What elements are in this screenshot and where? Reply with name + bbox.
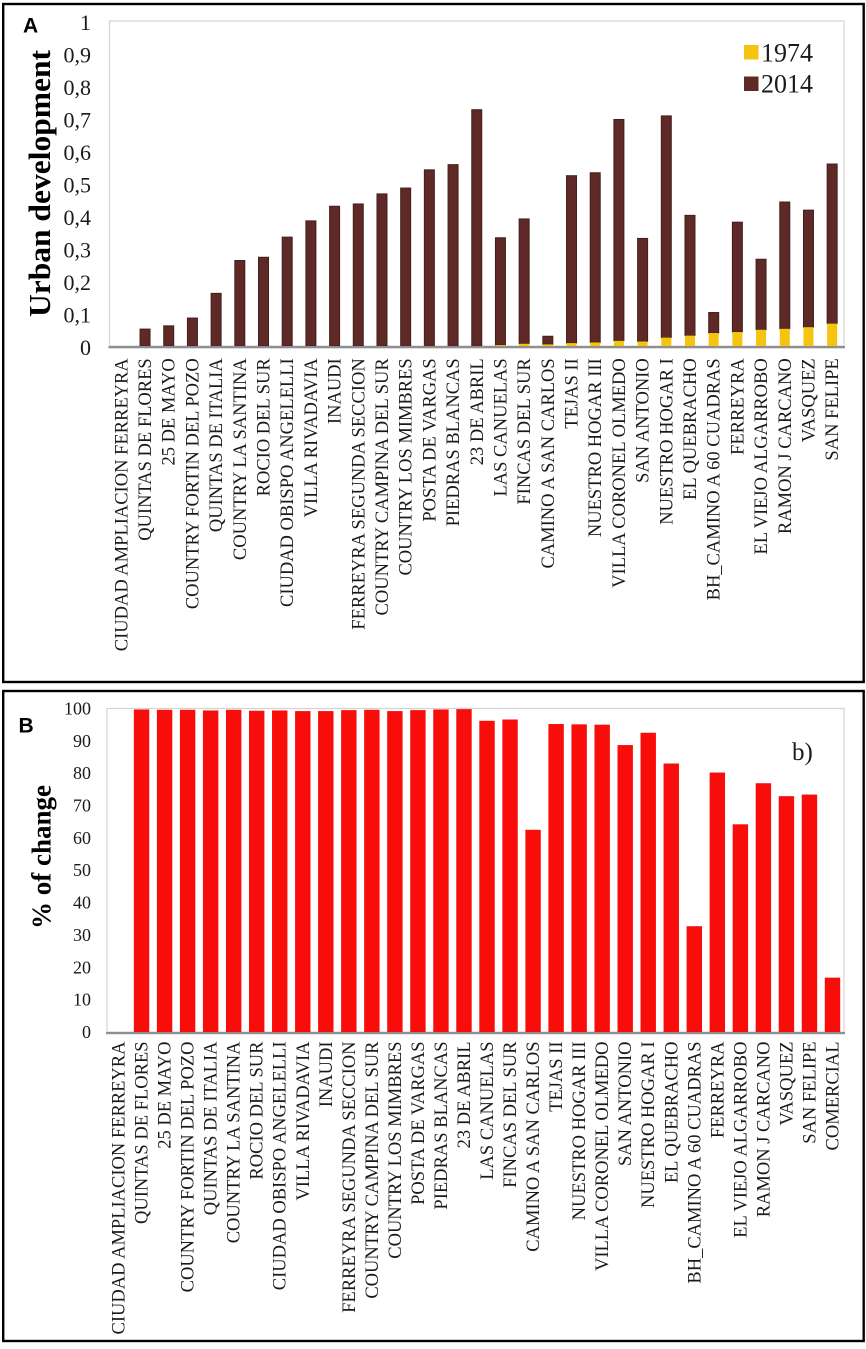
svg-text:POSTA DE VARGAS: POSTA DE VARGAS — [420, 358, 440, 521]
svg-text:CIUDAD AMPLIACION FERREYRA: CIUDAD AMPLIACION FERREYRA — [110, 1041, 130, 1335]
svg-text:TEJAS II: TEJAS II — [563, 358, 583, 428]
svg-text:80: 80 — [73, 763, 91, 783]
svg-text:2014: 2014 — [761, 70, 813, 99]
svg-text:VASQUEZ: VASQUEZ — [777, 1042, 797, 1126]
svg-text:0,9: 0,9 — [64, 42, 92, 67]
svg-text:50: 50 — [73, 860, 91, 880]
svg-text:VILLA RIVADAVIA: VILLA RIVADAVIA — [294, 1041, 314, 1201]
svg-text:NUESTRO HOGAR I: NUESTRO HOGAR I — [657, 358, 677, 525]
svg-text:EL QUEBRACHO: EL QUEBRACHO — [662, 1042, 682, 1184]
svg-text:INAUDI: INAUDI — [317, 1042, 337, 1108]
svg-text:0: 0 — [80, 335, 91, 360]
svg-text:QUINTAS DE ITALIA: QUINTAS DE ITALIA — [202, 1041, 222, 1215]
svg-text:RAMON J CARCANO: RAMON J CARCANO — [776, 358, 796, 534]
svg-text:40: 40 — [73, 893, 91, 913]
svg-text:BH_CAMINO A 60 CUADRAS: BH_CAMINO A 60 CUADRAS — [705, 358, 725, 600]
svg-text:0,6: 0,6 — [64, 140, 92, 165]
svg-text:EL VIEJO ALGARROBO: EL VIEJO ALGARROBO — [731, 1042, 751, 1238]
svg-text:LAS CANUELAS: LAS CANUELAS — [478, 1042, 498, 1180]
svg-text:VILLA CORONEL OLMEDO: VILLA CORONEL OLMEDO — [610, 358, 630, 588]
svg-text:FERREYRA: FERREYRA — [728, 358, 748, 455]
svg-text:25 DE MAYO: 25 DE MAYO — [156, 1042, 176, 1149]
svg-text:CAMINO A SAN CARLOS: CAMINO A SAN CARLOS — [524, 1042, 544, 1252]
svg-text:0,4: 0,4 — [64, 205, 92, 230]
svg-text:QUINTAS DE FLORES: QUINTAS DE FLORES — [133, 1042, 153, 1225]
svg-text:b): b) — [792, 739, 813, 766]
svg-text:0,8: 0,8 — [64, 75, 92, 100]
svg-text:0,2: 0,2 — [64, 270, 92, 295]
svg-text:PIEDRAS BLANCAS: PIEDRAS BLANCAS — [432, 1042, 452, 1210]
svg-text:0,7: 0,7 — [64, 107, 92, 132]
svg-text:INAUDI: INAUDI — [326, 358, 346, 424]
svg-text:1: 1 — [80, 10, 91, 35]
svg-text:ROCIO DEL SUR: ROCIO DEL SUR — [248, 1041, 268, 1180]
svg-text:QUINTAS DE FLORES: QUINTAS DE FLORES — [136, 358, 156, 541]
svg-text:FINCAS DEL SUR: FINCAS DEL SUR — [515, 358, 535, 505]
svg-text:EL QUEBRACHO: EL QUEBRACHO — [681, 358, 701, 500]
svg-text:FERREYRA SEGUNDA SECCION: FERREYRA SEGUNDA SECCION — [349, 358, 369, 629]
svg-text:A: A — [23, 15, 38, 38]
svg-text:EL VIEJO ALGARROBO: EL VIEJO ALGARROBO — [752, 358, 772, 554]
svg-text:SAN ANTONIO: SAN ANTONIO — [616, 1042, 636, 1167]
svg-text:BH_CAMINO A 60 CUADRAS: BH_CAMINO A 60 CUADRAS — [685, 1042, 705, 1284]
svg-text:60: 60 — [73, 828, 91, 848]
svg-text:TEJAS II: TEJAS II — [547, 1042, 567, 1112]
svg-text:100: 100 — [64, 699, 91, 719]
svg-text:LAS CANUELAS: LAS CANUELAS — [491, 358, 511, 496]
svg-text:NUESTRO HOGAR I: NUESTRO HOGAR I — [639, 1042, 659, 1209]
svg-text:QUINTAS DE ITALIA: QUINTAS DE ITALIA — [207, 358, 227, 532]
svg-text:23 DE ABRIL: 23 DE ABRIL — [468, 358, 488, 465]
svg-text:B: B — [19, 715, 34, 738]
svg-text:70: 70 — [73, 796, 91, 816]
svg-text:FERREYRA: FERREYRA — [708, 1041, 728, 1138]
svg-text:COUNTRY LOS MIMBRES: COUNTRY LOS MIMBRES — [397, 358, 417, 575]
svg-text:FERREYRA SEGUNDA SECCION: FERREYRA SEGUNDA SECCION — [340, 1042, 360, 1313]
svg-text:POSTA DE VARGAS: POSTA DE VARGAS — [409, 1042, 429, 1205]
svg-text:NUESTRO HOGAR III: NUESTRO HOGAR III — [570, 1042, 590, 1221]
svg-text:20: 20 — [73, 957, 91, 977]
svg-text:COUNTRY FORTIN DEL POZO: COUNTRY FORTIN DEL POZO — [183, 358, 203, 609]
svg-text:SAN ANTONIO: SAN ANTONIO — [634, 358, 654, 483]
svg-text:VILLA RIVADAVIA: VILLA RIVADAVIA — [302, 358, 322, 518]
svg-text:Urban development: Urban development — [22, 49, 57, 317]
svg-text:COUNTRY FORTIN DEL POZO: COUNTRY FORTIN DEL POZO — [179, 1042, 199, 1293]
svg-text:COUNTRY LA SANTINA: COUNTRY LA SANTINA — [231, 358, 251, 560]
svg-text:0: 0 — [82, 1022, 91, 1042]
svg-text:FINCAS DEL SUR: FINCAS DEL SUR — [501, 1041, 521, 1188]
svg-text:30: 30 — [73, 925, 91, 945]
svg-text:VASQUEZ: VASQUEZ — [799, 358, 819, 442]
svg-text:ROCIO DEL SUR: ROCIO DEL SUR — [255, 358, 275, 497]
svg-text:CIUDAD OBISPO ANGELELLI: CIUDAD OBISPO ANGELELLI — [278, 358, 298, 607]
svg-text:RAMON J CARCANO: RAMON J CARCANO — [754, 1042, 774, 1218]
svg-text:0,5: 0,5 — [64, 172, 92, 197]
svg-text:PIEDRAS BLANCAS: PIEDRAS BLANCAS — [444, 358, 464, 526]
svg-text:VILLA CORONEL OLMEDO: VILLA CORONEL OLMEDO — [593, 1042, 613, 1272]
svg-text:1974: 1974 — [761, 38, 813, 67]
svg-text:COUNTRY CAMPINA DEL SUR: COUNTRY CAMPINA DEL SUR — [363, 1041, 383, 1299]
svg-text:COUNTRY CAMPINA DEL SUR: COUNTRY CAMPINA DEL SUR — [373, 358, 393, 616]
svg-text:0,1: 0,1 — [64, 302, 92, 327]
svg-text:SAN FELIPE: SAN FELIPE — [800, 1042, 820, 1144]
svg-text:90: 90 — [73, 731, 91, 751]
svg-text:25 DE MAYO: 25 DE MAYO — [160, 358, 180, 465]
svg-text:23 DE ABRIL: 23 DE ABRIL — [455, 1042, 475, 1149]
svg-text:10: 10 — [73, 990, 91, 1010]
svg-text:COUNTRY LA SANTINA: COUNTRY LA SANTINA — [225, 1041, 245, 1243]
svg-text:CAMINO A SAN CARLOS: CAMINO A SAN CARLOS — [539, 358, 559, 568]
svg-text:% of change: % of change — [26, 785, 57, 929]
svg-text:CIUDAD OBISPO ANGELELLI: CIUDAD OBISPO ANGELELLI — [271, 1042, 291, 1291]
svg-text:SAN FELIPE: SAN FELIPE — [823, 358, 843, 460]
svg-text:CIUDAD AMPLIACION FERREYRA: CIUDAD AMPLIACION FERREYRA — [112, 358, 132, 652]
svg-text:COUNTRY LOS MIMBRES: COUNTRY LOS MIMBRES — [386, 1042, 406, 1259]
svg-text:NUESTRO HOGAR III: NUESTRO HOGAR III — [586, 358, 606, 537]
svg-text:COMERCIAL: COMERCIAL — [823, 1042, 843, 1151]
svg-text:0,3: 0,3 — [64, 237, 92, 262]
